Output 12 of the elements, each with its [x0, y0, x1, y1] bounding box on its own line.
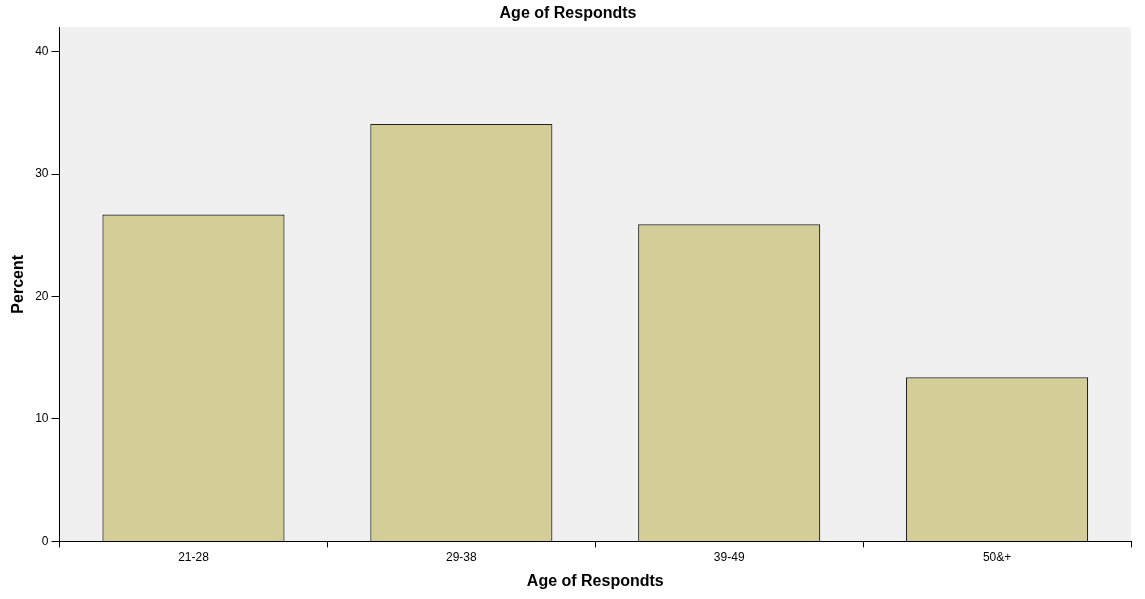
x-tick-label: 21-28 [178, 549, 210, 564]
x-tick-label: 50&+ [982, 549, 1012, 564]
chart-title: Age of Respondts [499, 4, 637, 22]
y-tick-label: 20 [35, 288, 49, 303]
x-axis-title: Age of Respondts [526, 571, 664, 589]
y-tick-label: 10 [35, 411, 49, 426]
x-tick-label: 29-38 [445, 549, 478, 564]
y-tick-label: 0 [41, 533, 49, 548]
y-tick-label: 30 [35, 166, 49, 181]
y-tick-label: 40 [35, 44, 49, 58]
x-tick-label: 39-49 [713, 549, 745, 564]
y-axis-title: Percent [9, 254, 27, 314]
